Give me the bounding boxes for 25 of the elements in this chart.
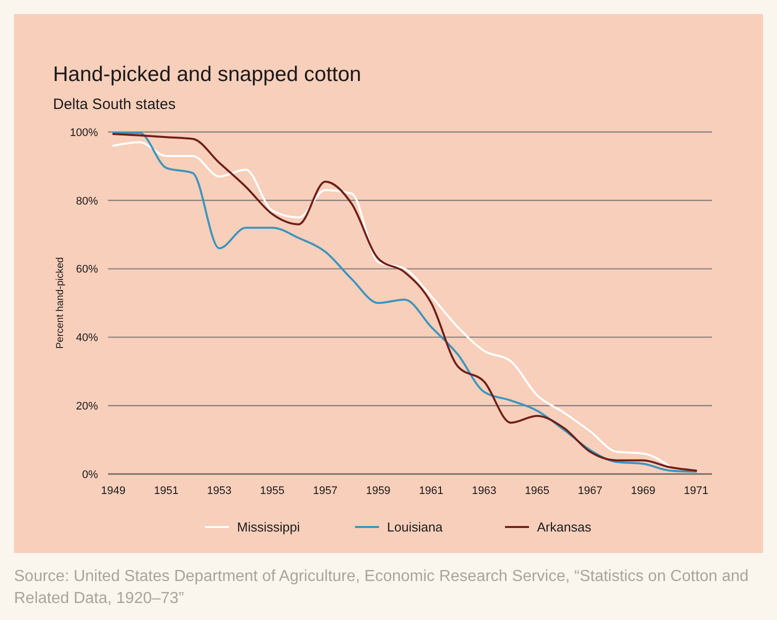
x-tick-label: 1955 xyxy=(260,485,284,497)
x-tick-label: 1969 xyxy=(630,485,656,497)
x-tick-label: 1963 xyxy=(472,485,496,497)
legend-label: Arkansas xyxy=(537,520,592,535)
y-tick-label: 0% xyxy=(82,468,98,481)
x-tick-label: 1971 xyxy=(684,485,708,497)
x-tick-label: 1951 xyxy=(154,485,179,497)
chart-title: Hand-picked and snapped cotton xyxy=(53,63,362,86)
x-tick-label: 1967 xyxy=(578,485,602,497)
x-tick-label: 1957 xyxy=(312,485,338,497)
x-tick-label: 1953 xyxy=(207,485,232,497)
y-tick-label: 100% xyxy=(70,126,98,139)
y-axis-title: Percent hand-picked xyxy=(55,257,66,349)
y-tick-label: 60% xyxy=(76,264,98,276)
source-note: Source: United States Department of Agriculture, Economic Research Service, “Statistics on Cotton and Related Data, 1920–73” xyxy=(14,568,749,607)
chart-subtitle: Delta South states xyxy=(53,96,176,113)
y-tick-label: 20% xyxy=(76,400,98,412)
y-tick-label: 80% xyxy=(76,195,98,208)
y-tick-label: 40% xyxy=(76,332,98,344)
legend-label: Mississippi xyxy=(237,520,300,535)
x-tick-label: 1949 xyxy=(101,485,126,497)
x-tick-label: 1961 xyxy=(418,485,444,497)
legend-label: Louisiana xyxy=(387,520,444,535)
x-tick-label: 1965 xyxy=(524,485,550,497)
x-tick-label: 1959 xyxy=(366,485,390,497)
